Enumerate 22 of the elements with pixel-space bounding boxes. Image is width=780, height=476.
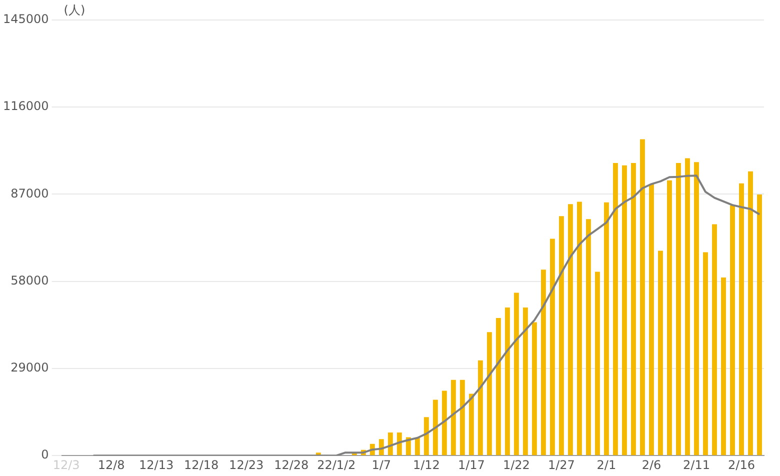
y-tick-label: 116000 bbox=[2, 99, 49, 114]
x-tick-label: 1/7 bbox=[372, 458, 392, 472]
x-tick-label: 2/11 bbox=[683, 458, 710, 472]
y-tick-label: 58000 bbox=[10, 273, 49, 288]
x-tick-label: 1/17 bbox=[458, 458, 485, 472]
x-tick-label: 1/12 bbox=[412, 458, 440, 472]
x-tick-label: 12/28 bbox=[274, 458, 309, 472]
y-tick-label: 29000 bbox=[10, 360, 49, 375]
x-tick-label: 1/27 bbox=[548, 458, 575, 472]
x-tick-label: 22/1/2 bbox=[317, 458, 356, 472]
x-tick-label: 2/1 bbox=[596, 458, 616, 472]
x-tick-label: 2/16 bbox=[728, 458, 755, 472]
x-tick-label: 12/8 bbox=[98, 458, 125, 472]
y-axis-title: (人) bbox=[64, 3, 86, 18]
x-tick-label: 1/22 bbox=[502, 458, 530, 472]
x-tick-label: 2/6 bbox=[642, 458, 662, 472]
x-tick-label: 12/23 bbox=[229, 458, 264, 472]
y-tick-label: 87000 bbox=[10, 186, 49, 200]
y-tick-label: 0 bbox=[41, 448, 49, 462]
x-tick-label: 12/13 bbox=[139, 458, 174, 472]
y-tick-label: 145000 bbox=[2, 12, 49, 26]
x-tick-label: 12/18 bbox=[184, 458, 219, 472]
